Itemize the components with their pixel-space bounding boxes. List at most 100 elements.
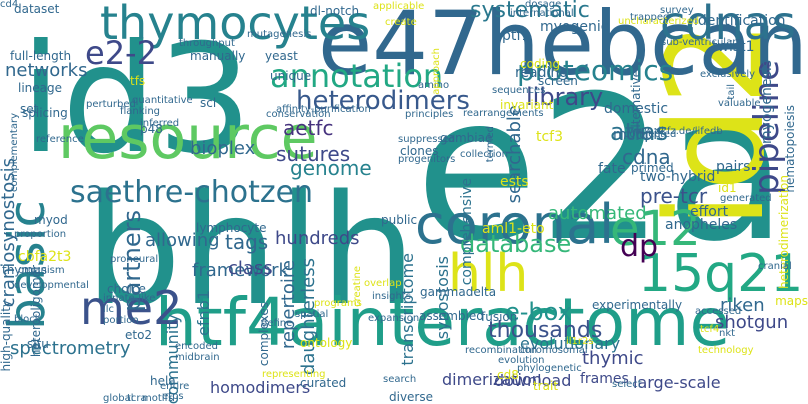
word-public: public [381, 213, 418, 227]
word-proteomics: proteomics [517, 54, 674, 87]
word-scl: scl [200, 96, 217, 110]
word-bhlh: bhlh [85, 162, 417, 339]
word-applicable: applicable [373, 1, 425, 12]
word-tcf4: tcf4 [700, 324, 720, 335]
word-library: library [526, 83, 604, 111]
word-thymus: thymus [2, 263, 47, 277]
word-entire: entire [160, 381, 190, 392]
word-thymocytes: thymocytes [100, 0, 371, 50]
word-tcf3: tcf3 [536, 129, 564, 145]
word-atlas: atlas [610, 118, 668, 146]
word-saethre-chotzen: saethre-chotzen [70, 175, 314, 210]
word-gammadelta: gammadelta [420, 285, 497, 299]
word-situ: situ [27, 337, 49, 351]
word-generated: generated [720, 193, 772, 204]
word-hlh: hlh [448, 244, 529, 304]
word-collection: collection [460, 149, 508, 160]
word-cranial: cranial [758, 261, 792, 272]
word-fusion: fusion [481, 310, 518, 324]
word-ests: ests [500, 174, 529, 190]
word-rearrangements: rearrangements [463, 108, 544, 119]
word-alternative: alternative [629, 70, 643, 135]
word-splicing: splicing [22, 106, 68, 120]
word-complementary: complementary [9, 113, 20, 192]
word-programs: programs [314, 298, 362, 309]
word-set: set [20, 102, 39, 116]
word-effort: effort [690, 204, 729, 220]
word-survey: survey [660, 5, 694, 16]
word-flanking: flanking [120, 106, 161, 117]
word-riken: riken [720, 295, 765, 316]
word-chromosomal: chromosomal [520, 345, 588, 356]
word-encoded: encoded [175, 341, 218, 352]
word-clones: clones [400, 144, 439, 158]
word-cd8: cd8 [497, 368, 519, 382]
word-developmental: developmental [14, 280, 89, 291]
word-il1r2s: il1r2s [566, 336, 594, 347]
word-e12: e12 [610, 201, 701, 257]
word-framework: framework [192, 260, 289, 281]
word-maps: maps [775, 294, 808, 308]
word-dosage: dosage [525, 0, 562, 10]
word-recombination: recombination [465, 345, 538, 356]
word-curated: curated [300, 376, 347, 390]
word-anopheles: anopheles [665, 217, 738, 233]
word-inferred: inferred [140, 118, 180, 129]
word-representing: representing [262, 369, 326, 380]
word-www-dkfz-de-lifedb: www.dkfz.de/lifedb [628, 126, 723, 137]
word-experimentally: experimentally [592, 298, 683, 312]
word-e2a: e2a [415, 53, 788, 286]
word-dp: dp [620, 229, 659, 264]
word-me2: me2 [80, 281, 183, 335]
word-repertoire: repertoire [278, 260, 299, 350]
word-select: select [612, 379, 642, 390]
word-technology: technology [698, 345, 754, 356]
word-progenitors: progenitors [398, 154, 456, 165]
word-frames: frames [580, 371, 629, 387]
word-dataset: dataset [14, 2, 60, 16]
word-pre-tcr: pre-tcr [640, 184, 708, 208]
word-etps: etps [162, 391, 184, 402]
word-bioplex: bioplex [190, 138, 256, 159]
word-full-length: full-length [10, 49, 72, 63]
word-id3: id3 [20, 13, 253, 187]
word-aml1-eto: aml1-eto [482, 221, 545, 237]
word-organism: organism [18, 265, 65, 276]
word-reading: reading [515, 65, 569, 81]
word-nkt: nkt [719, 328, 736, 339]
word-create: create [385, 17, 417, 28]
word-unique: unique [270, 69, 312, 83]
word-suppressed: suppressed [398, 134, 456, 145]
word-domestic: domestic [604, 101, 669, 117]
word-perturbed: perturbed [86, 99, 136, 110]
word-define: define [261, 318, 293, 329]
word-amino: amino [418, 80, 450, 91]
word-proportion: proportion [14, 229, 67, 240]
word-diverse: diverse [389, 390, 434, 404]
word-e2-2: e2-2 [85, 34, 157, 72]
word-screen: screen [538, 74, 578, 88]
word-twist1: twist1 [712, 39, 755, 55]
word-search: search [383, 374, 417, 385]
word-mudpit: mudpit [613, 127, 663, 143]
word-conservation: conservation [266, 109, 331, 120]
word-lineage: lineage [18, 81, 63, 95]
word-phylogenetic: phylogenetic [517, 363, 582, 374]
word-uncharacterized: uncharacterized [618, 16, 700, 27]
word-myod: myod [34, 213, 68, 227]
word-sub-ventricular: sub-ventricular [661, 37, 737, 48]
word-htf4ainteractome: htf4ainteractome [155, 284, 731, 361]
word-dl-notch: dl-notch [310, 4, 360, 18]
word-thousands: thousands [488, 318, 603, 343]
word-overlap: overlap [364, 278, 402, 289]
word-principles: principles [405, 109, 454, 120]
word-throughput: throughput [179, 38, 235, 49]
word-myogenic: myogenic [540, 19, 609, 35]
word-global: global [103, 393, 134, 404]
word-cdna: cdna [622, 145, 671, 169]
word-shotgun: shotgun [715, 312, 789, 333]
word-download: download [494, 371, 572, 390]
word-ptf1: ptf1 [502, 28, 531, 44]
word-accessed: accessed [695, 306, 742, 317]
word-class: class [228, 258, 273, 279]
